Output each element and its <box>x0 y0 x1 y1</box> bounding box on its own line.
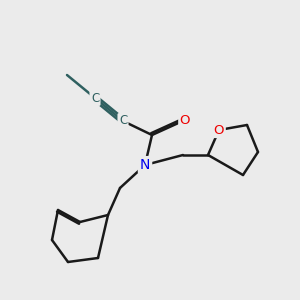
Text: C: C <box>119 115 127 128</box>
Text: O: O <box>180 113 190 127</box>
Text: O: O <box>214 124 224 136</box>
Text: C: C <box>91 92 99 104</box>
Text: N: N <box>140 158 150 172</box>
